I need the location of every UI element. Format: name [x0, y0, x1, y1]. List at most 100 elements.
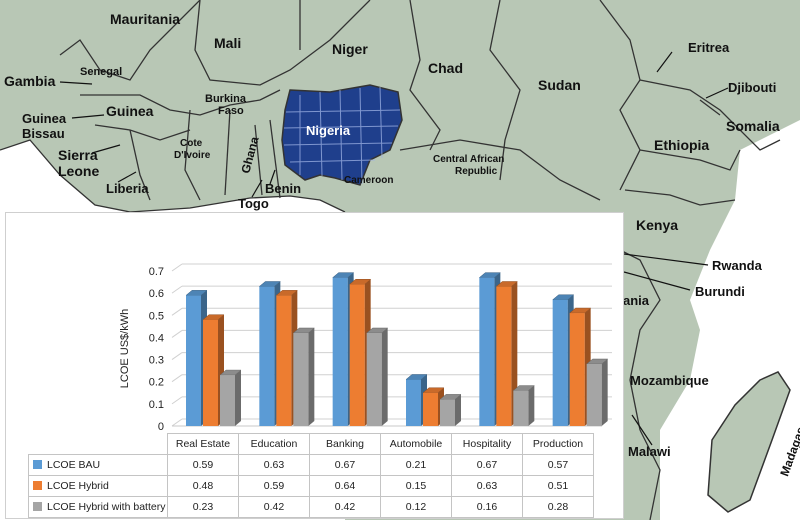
bar-top [422, 387, 445, 394]
y-tick-label: 0.3 [149, 355, 164, 367]
bar-automobile-series-2 [439, 394, 462, 426]
data-label: 0.63 [451, 475, 523, 497]
data-label: 0.42 [238, 496, 310, 518]
legend-swatch [33, 460, 42, 469]
gridlines [171, 263, 612, 427]
gridline-side [171, 374, 183, 383]
data-label: 0.42 [309, 496, 381, 518]
bar-top [551, 294, 575, 301]
nigeria-solar-panel [281, 84, 403, 186]
label-eritrea: Eritrea [688, 40, 730, 55]
data-label: 0.57 [522, 454, 594, 476]
label-kenya: Kenya [636, 217, 678, 233]
bar-front [186, 295, 201, 426]
y-tick-label: 0.4 [149, 332, 164, 344]
gridline-side [171, 307, 183, 316]
chart-panel: 0 0.1 0.2 0.3 0.4 0.5 0.6 0.7 LCOE US$/kWh Real… [5, 212, 624, 519]
bar-front [406, 379, 421, 426]
data-label: 0.48 [167, 475, 239, 497]
label-rwanda: Rwanda [712, 258, 763, 273]
data-label: 0.59 [238, 475, 310, 497]
data-label: 0.15 [380, 475, 452, 497]
label-cameroon: Cameroon [344, 175, 393, 186]
bar-front [203, 319, 218, 426]
category-label: Automobile [380, 433, 452, 455]
bar-front [423, 392, 438, 426]
series-label: LCOE BAU [28, 454, 168, 476]
y-tick-label: 0.2 [149, 377, 164, 389]
label-burundi: Burundi [695, 284, 745, 299]
series-label: LCOE Hybrid with battery [28, 496, 168, 518]
label-central-african: Central African [433, 154, 504, 165]
label-ania: ania [623, 293, 650, 308]
data-label: 0.67 [309, 454, 381, 476]
bar-banking-series-2 [365, 327, 389, 426]
label-divoire: D'Ivoire [174, 150, 211, 161]
data-table: Real Estate Education Banking Automobile Hos… [28, 433, 594, 518]
label-ethiopia: Ethiopia [654, 137, 709, 153]
gridline-side [171, 263, 183, 272]
series-name: LCOE Hybrid with battery [47, 501, 166, 513]
bar-top [219, 369, 242, 376]
legend-swatch [33, 481, 42, 490]
bar-side [528, 385, 535, 426]
label-guinea-bissau-2: Bissau [22, 126, 65, 141]
bar-front [552, 299, 568, 426]
bar-top [331, 272, 355, 278]
data-label: 0.23 [167, 496, 239, 518]
bar-front [479, 277, 495, 426]
bar-top [568, 307, 592, 314]
label-mozambique: Mozambique [630, 373, 709, 388]
data-label: 0.63 [238, 454, 310, 476]
label-mali: Mali [214, 35, 241, 51]
bar-hospitality-series-1 [495, 281, 519, 426]
bar-top [478, 272, 502, 278]
label-benin: Benin [265, 181, 301, 196]
bar-front [569, 313, 585, 426]
label-nigeria: Nigeria [306, 123, 351, 138]
bars [185, 272, 609, 426]
bar-side [601, 359, 608, 426]
label-somalia: Somalia [726, 118, 780, 134]
bar-front [276, 295, 292, 426]
bar-side [235, 370, 241, 426]
label-republic: Republic [455, 166, 498, 177]
category-label: Production [522, 433, 594, 455]
label-guinea: Guinea [106, 103, 154, 119]
label-mauritania: Mauritania [110, 11, 180, 27]
bar-front [293, 333, 309, 426]
label-faso: Faso [218, 105, 244, 117]
label-chad: Chad [428, 60, 463, 76]
y-tick-label: 0.1 [149, 399, 164, 411]
y-axis-label: LCOE US$/kWh [119, 309, 131, 388]
bar-education-series-2 [292, 327, 316, 426]
gridline-side [171, 418, 183, 427]
label-sierra: Sierra [58, 147, 98, 163]
bar-chart: 0 0.1 0.2 0.3 0.4 0.5 0.6 0.7 LCOE US$/kWh [119, 263, 612, 433]
data-label: 0.59 [167, 454, 239, 476]
label-sudan: Sudan [538, 77, 581, 93]
gridline-side [171, 396, 183, 405]
bar-side [381, 328, 388, 426]
bar-front [496, 286, 512, 426]
table-row: LCOE Hybrid with battery 0.23 0.42 0.42 0.12… [28, 496, 594, 518]
bar-front [220, 375, 235, 426]
y-tick-label: 0.6 [149, 288, 164, 300]
label-malawi: Malawi [628, 444, 671, 459]
bar-front [332, 277, 348, 426]
series-name: LCOE Hybrid [47, 480, 109, 492]
data-label: 0.67 [451, 454, 523, 476]
bar-side [308, 328, 315, 426]
y-tick-label: 0.7 [149, 266, 164, 278]
table-row: LCOE Hybrid 0.48 0.59 0.64 0.15 0.63 0.51 [28, 475, 594, 497]
label-burkina: Burkina [205, 93, 247, 105]
label-cote: Cote [180, 138, 203, 149]
bar-side [455, 394, 461, 426]
label-guinea-bissau-1: Guinea [22, 111, 67, 126]
bar-production-series-2 [585, 358, 609, 426]
bar-front [366, 333, 382, 426]
data-label: 0.21 [380, 454, 452, 476]
label-niger: Niger [332, 41, 368, 57]
category-label: Banking [309, 433, 381, 455]
bar-hospitality-series-2 [512, 385, 536, 426]
